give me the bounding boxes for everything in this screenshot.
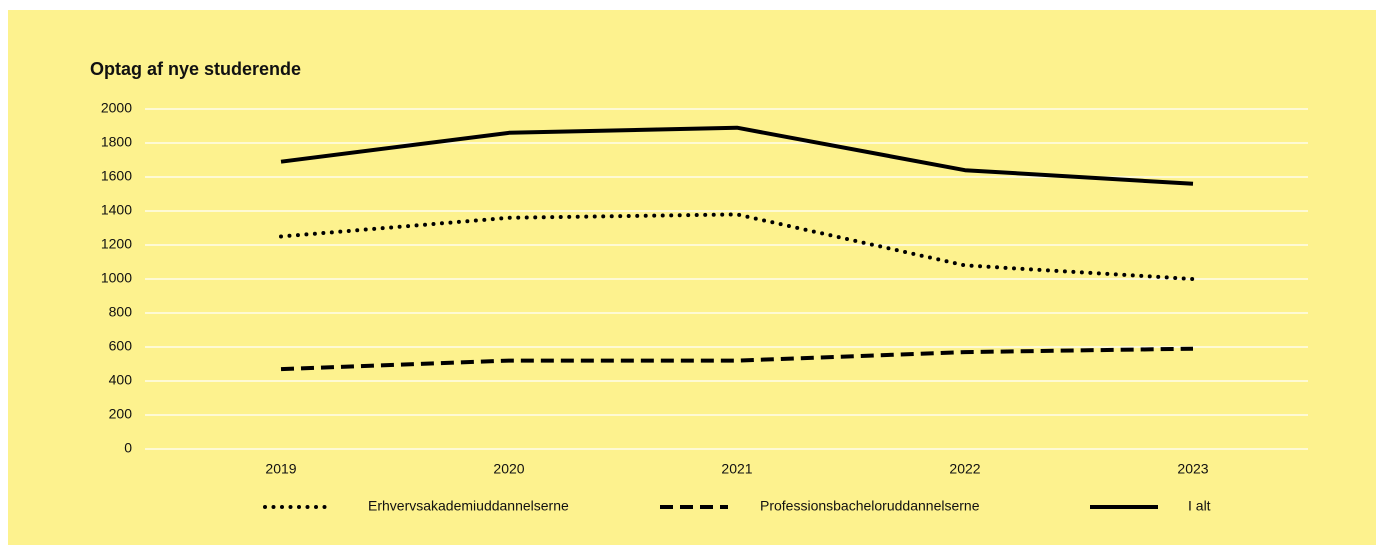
y-tick-label: 1600 <box>101 168 132 184</box>
y-tick-label: 800 <box>109 304 133 320</box>
y-tick-label: 600 <box>109 338 133 354</box>
legend-label: Professionsbacheloruddannelserne <box>760 498 980 514</box>
y-tick-label: 1200 <box>101 236 132 252</box>
x-tick-label: 2021 <box>721 461 752 477</box>
y-tick-label: 1000 <box>101 270 132 286</box>
legend-label: Erhvervsakademiuddannelserne <box>368 498 569 514</box>
x-tick-label: 2019 <box>265 461 296 477</box>
y-tick-label: 400 <box>109 372 133 388</box>
x-tick-label: 2023 <box>1177 461 1208 477</box>
y-tick-label: 1800 <box>101 134 132 150</box>
x-tick-label: 2020 <box>493 461 524 477</box>
chart-background <box>8 10 1376 545</box>
y-tick-label: 1400 <box>101 202 132 218</box>
data-line <box>280 125 1194 186</box>
y-tick-label: 0 <box>124 440 132 456</box>
legend-label: I alt <box>1188 498 1211 514</box>
y-tick-label: 2000 <box>101 100 132 116</box>
data-line <box>279 212 1195 281</box>
data-line <box>280 346 1194 372</box>
y-tick-label: 200 <box>109 406 133 422</box>
x-tick-label: 2022 <box>949 461 980 477</box>
chart-title: Optag af nye studerende <box>90 59 301 79</box>
